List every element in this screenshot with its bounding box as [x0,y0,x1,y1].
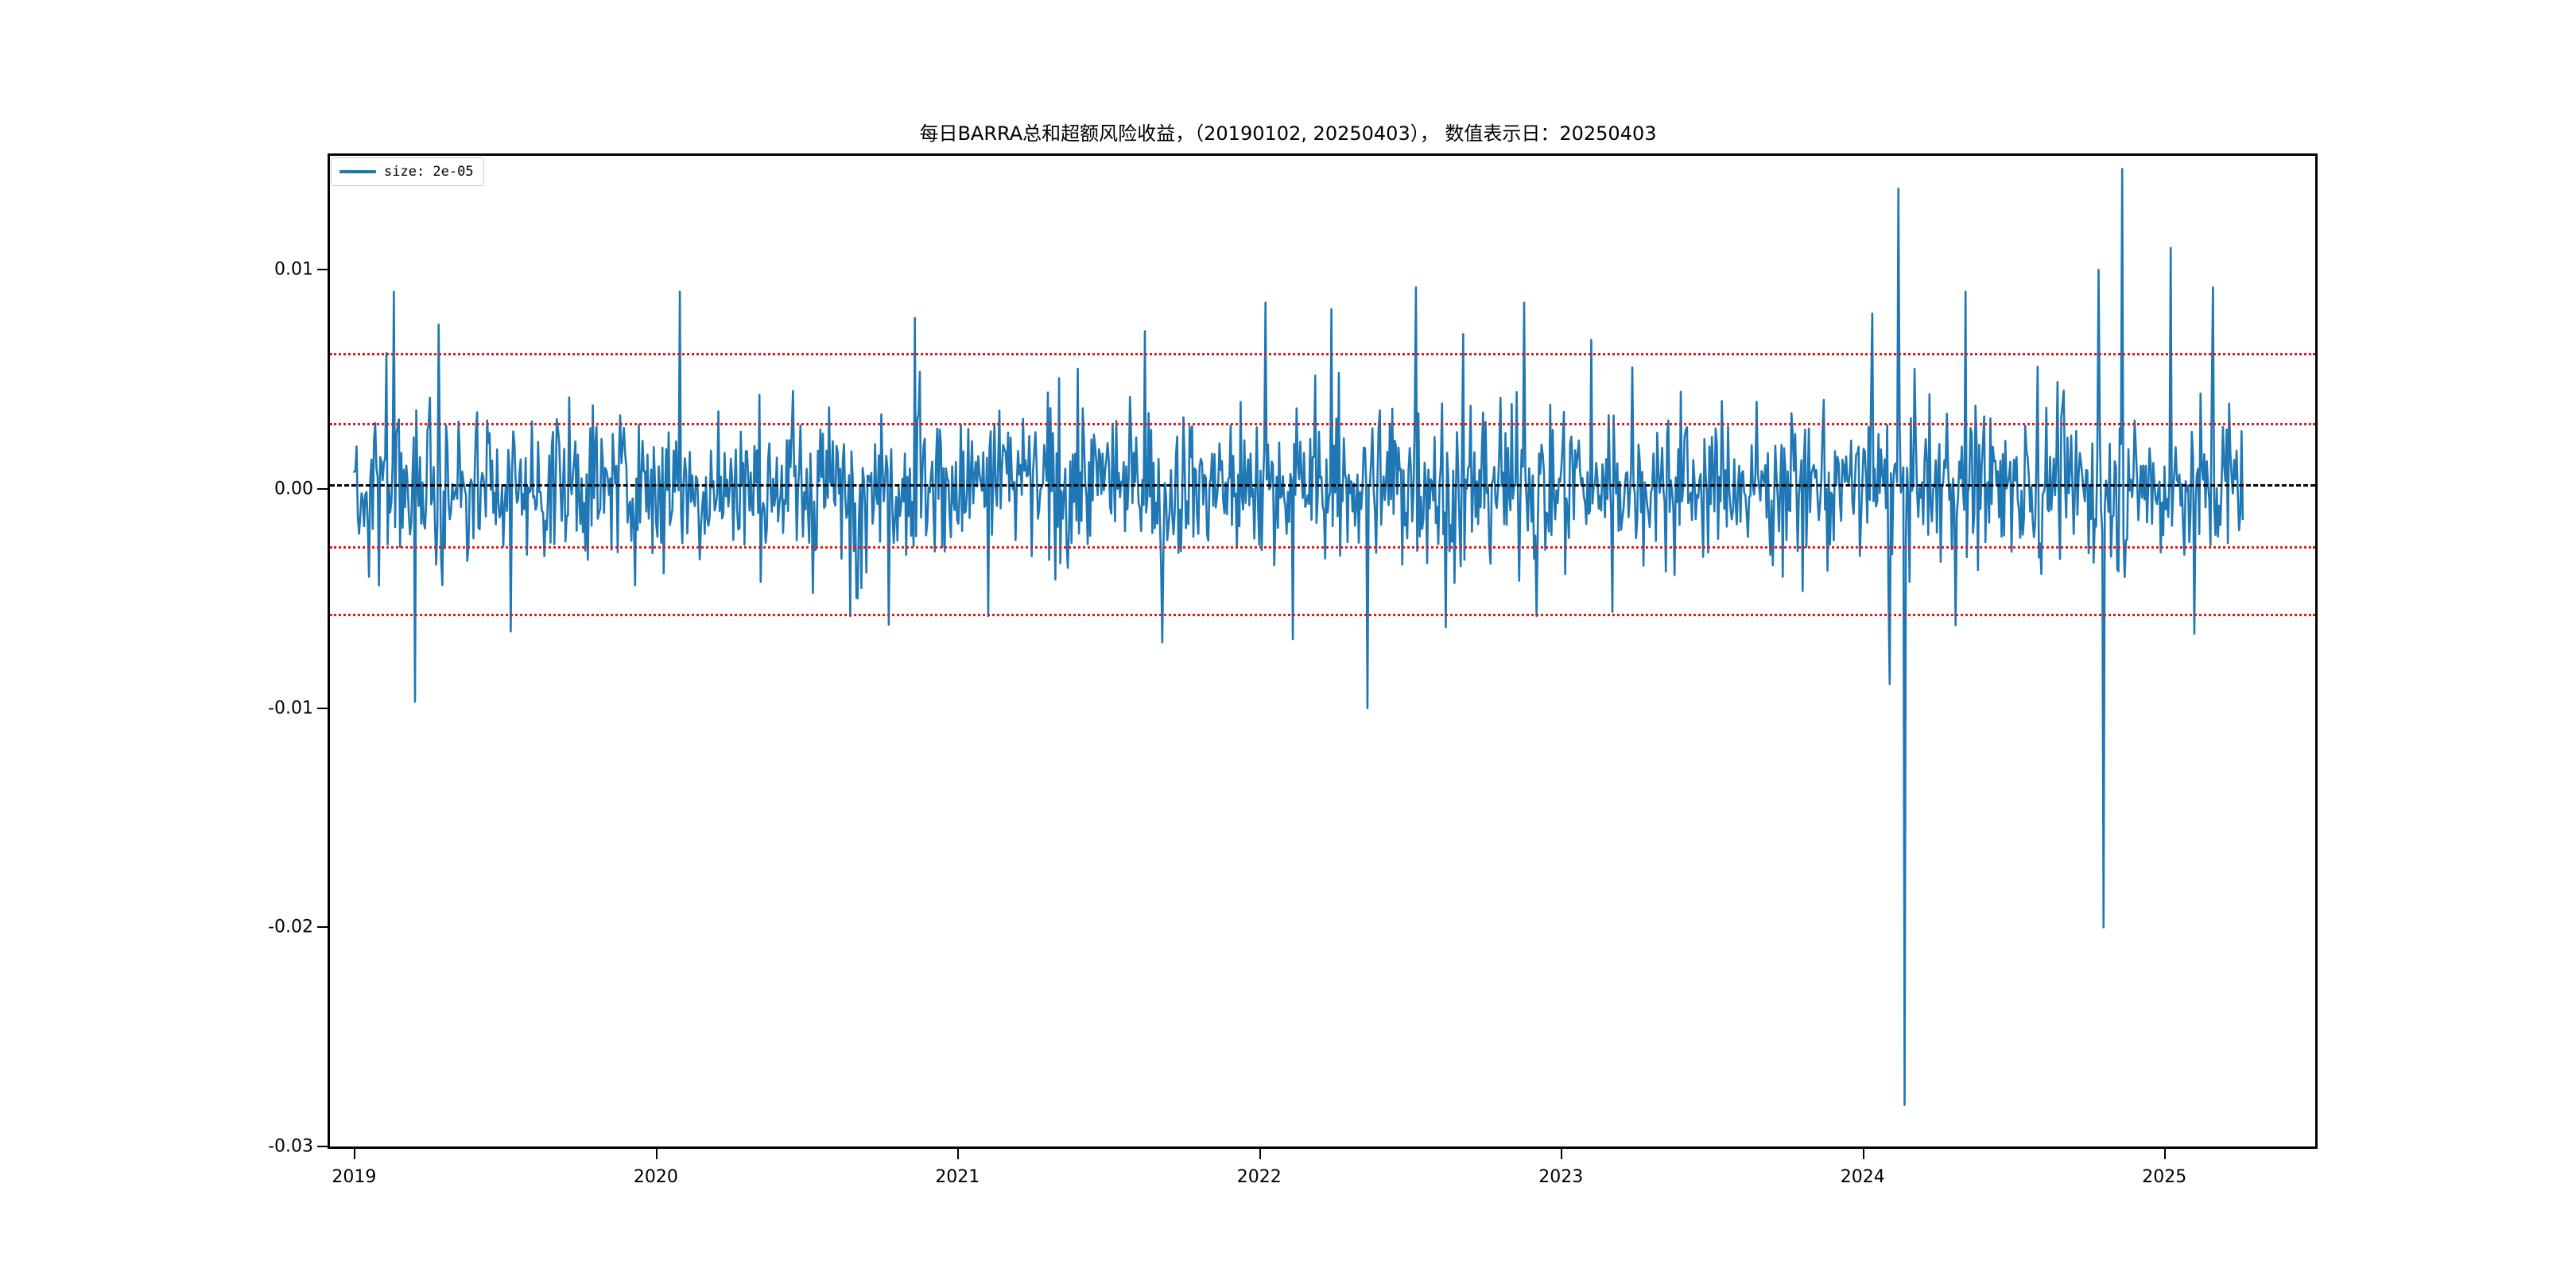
plot-area [328,153,2318,1149]
x-tick-label: 2023 [1538,1167,1584,1187]
x-tick-mark [354,1149,356,1159]
series-line-size [330,156,2315,1146]
x-tick-mark [655,1149,658,1159]
y-tick-label: -0.01 [268,698,313,719]
series-path [354,169,2243,1105]
y-tick-mark [317,707,328,709]
y-tick-label: 0.00 [274,479,313,499]
chart-title: 每日BARRA总和超额风险收益，（20190102, 20250403）， 数值… [919,122,1657,145]
x-tick-mark [1259,1149,1261,1159]
reference-line-mean [330,484,2315,487]
x-tick-mark [957,1149,960,1159]
x-tick-mark [1862,1149,1864,1159]
y-tick-mark [317,269,328,271]
x-tick-mark [2164,1149,2167,1159]
legend-label-size: size: 2e-05 [384,164,474,180]
x-tick-label: 2022 [1236,1167,1282,1187]
reference-line-lower-2sigma [330,614,2315,617]
plot-clip [330,156,2315,1146]
legend: size: 2e-05 [331,157,484,186]
y-tick-label: -0.02 [268,917,313,937]
x-tick-mark [1561,1149,1563,1159]
x-tick-label: 2019 [332,1167,377,1187]
x-tick-label: 2024 [1840,1167,1885,1187]
x-tick-label: 2025 [2142,1167,2187,1187]
reference-line-lower-1sigma [330,545,2315,549]
y-tick-mark [317,488,328,490]
y-tick-mark [317,1146,328,1147]
reference-line-upper-1sigma [330,423,2315,426]
y-tick-mark [317,926,328,929]
y-tick-label: -0.03 [268,1136,313,1157]
reference-line-upper-2sigma [330,353,2315,356]
x-tick-label: 2021 [935,1167,980,1187]
y-tick-label: 0.01 [274,259,313,280]
x-tick-label: 2020 [633,1167,678,1187]
legend-line-swatch [339,170,376,173]
